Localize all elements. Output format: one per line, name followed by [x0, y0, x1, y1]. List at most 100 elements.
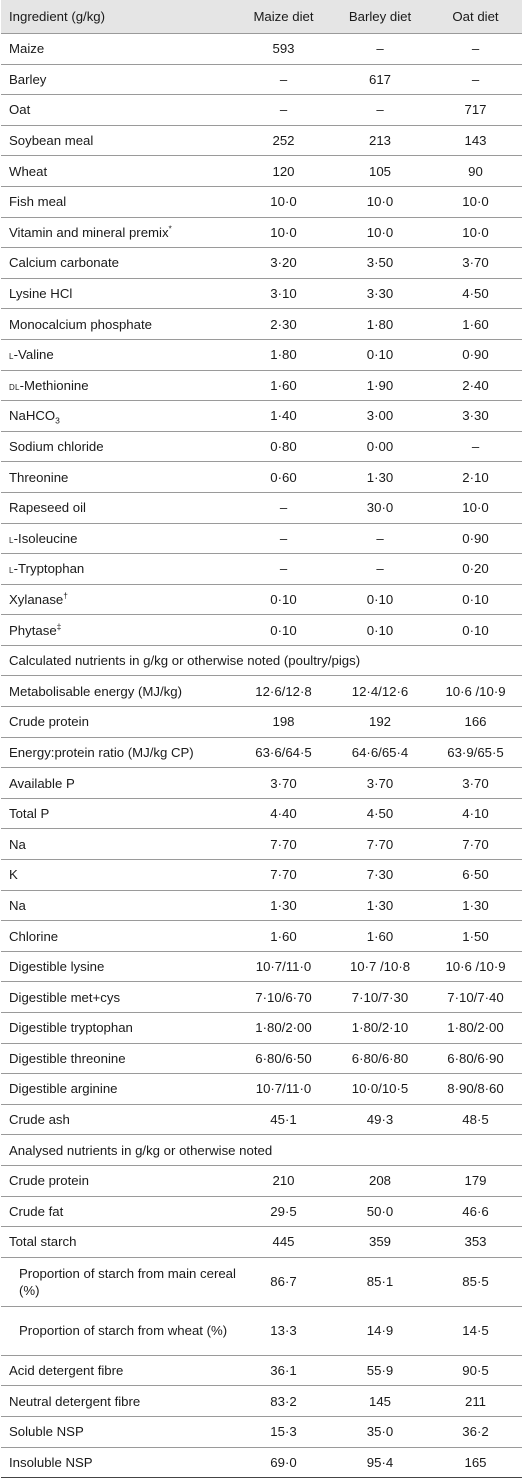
label-text: Digestible met+cys — [9, 989, 121, 1005]
table-row: Insoluble NSP 69·0 95·4 165 — [1, 1447, 522, 1478]
oat-value: 63·9/65·5 — [447, 744, 504, 760]
isomer-prefix: l — [9, 533, 14, 546]
label-text: Threonine — [9, 469, 69, 485]
label-text: Crude ash — [9, 1112, 70, 1128]
maize-value: – — [279, 71, 288, 87]
header-ingredient: Ingredient (g/kg) — [9, 9, 106, 24]
maize-value: 29·5 — [270, 1203, 297, 1219]
table-row: Soybean meal 252 213 143 — [1, 125, 522, 156]
maize-value: 1·80/2·00 — [255, 1020, 312, 1036]
table-row: Energy:protein ratio (MJ/kg CP) 63·6/64·5… — [1, 737, 522, 768]
barley-value: 359 — [368, 1234, 391, 1250]
barley-value: 64·6/65·4 — [351, 744, 409, 760]
row-label: Lysine HCl — [1, 278, 236, 309]
maize-value: 210 — [272, 1173, 295, 1189]
table-row: Wheat 120 105 90 — [1, 155, 522, 187]
header-barley-diet: Barley diet — [348, 9, 412, 24]
barley-value: 3·30 — [366, 286, 394, 302]
table-row: K 7·70 7·30 6·50 — [1, 859, 522, 891]
maize-value: 1·80 — [270, 347, 297, 363]
row-label: Proportion of starch from wheat (%) — [1, 1306, 236, 1355]
maize-value: 3·10 — [270, 286, 297, 302]
row-label: Proportion of starch from main cereal (%… — [1, 1257, 236, 1306]
maize-value: 10·7/11·0 — [255, 1081, 312, 1097]
row-label: Soybean meal — [1, 125, 236, 156]
label-text: Crude fat — [9, 1203, 64, 1219]
row-label: Digestible arginine — [1, 1074, 236, 1105]
row-label: K — [1, 860, 236, 891]
row-label: Digestible lysine — [1, 951, 236, 982]
table-row: Threonine 0·60 1·30 2·10 — [1, 461, 522, 493]
label-text: Soybean meal — [9, 133, 94, 149]
oat-value: 90·5 — [462, 1363, 489, 1379]
oat-value: 48·5 — [462, 1112, 489, 1128]
oat-value: 2·40 — [462, 377, 489, 393]
barley-value: – — [376, 561, 384, 577]
table-row: Vitamin and mineral premix* 10·0 10·0 10·0 — [1, 217, 522, 248]
barley-value: 7·30 — [366, 867, 394, 883]
oat-value: 7·70 — [462, 836, 489, 852]
barley-value: 7·10/7·30 — [351, 989, 409, 1005]
oat-value: 179 — [464, 1173, 487, 1189]
oat-value: – — [471, 41, 480, 57]
oat-value: 10·6 /10·9 — [445, 959, 506, 975]
maize-value: 198 — [272, 714, 295, 730]
section-title: Calculated nutrients in g/kg or otherwis… — [9, 653, 361, 669]
barley-value: 6·80/6·80 — [351, 1050, 409, 1066]
barley-value: 50·0 — [366, 1203, 394, 1219]
barley-value: 3·50 — [366, 255, 394, 271]
oat-value: 4·50 — [462, 286, 489, 302]
oat-value: 3·70 — [462, 255, 489, 271]
row-label: Energy:protein ratio (MJ/kg CP) — [1, 737, 236, 768]
label-text: -Methionine — [19, 377, 89, 393]
row-label: Total P — [1, 798, 236, 829]
footnote-marker: ‡ — [56, 621, 62, 632]
row-label: Rapeseed oil — [1, 492, 236, 523]
oat-value: 0·10 — [462, 591, 489, 607]
maize-value: 69·0 — [270, 1454, 297, 1470]
oat-value: 6·80/6·90 — [447, 1050, 504, 1066]
maize-value: 7·10/6·70 — [255, 989, 312, 1005]
row-label: Digestible threonine — [1, 1043, 236, 1074]
table-row: Digestible arginine 10·7/11·0 10·0/10·5 8·9… — [1, 1073, 522, 1105]
table-row: Xylanase† 0·10 0·10 0·10 — [1, 584, 522, 615]
barley-value: 213 — [368, 133, 391, 149]
maize-value: 10·7/11·0 — [255, 959, 312, 975]
maize-value: 0·10 — [270, 622, 297, 638]
oat-value: 14·5 — [462, 1323, 489, 1339]
row-label: Na — [1, 829, 236, 860]
row-label: Insoluble NSP — [1, 1447, 236, 1478]
barley-value: 1·80/2·10 — [351, 1020, 409, 1036]
table-row: Soluble NSP 15·3 35·0 36·2 — [1, 1416, 522, 1447]
barley-value: – — [376, 530, 384, 546]
oat-value: 166 — [464, 714, 487, 730]
table-row: Digestible tryptophan 1·80/2·00 1·80/2·10 1… — [1, 1012, 522, 1044]
row-label: Maize — [1, 34, 236, 65]
row-label: l-Isoleucine — [1, 523, 236, 554]
barley-value: 85·1 — [366, 1274, 394, 1290]
table-row: Crude ash 45·1 49·3 48·5 — [1, 1104, 522, 1135]
row-label: Na — [1, 890, 236, 921]
label-text: Total starch — [9, 1234, 77, 1250]
oat-value: 3·70 — [462, 775, 489, 791]
label-text: Rapeseed oil — [9, 500, 86, 516]
barley-value: 10·0 — [366, 194, 394, 210]
barley-value: – — [376, 41, 384, 57]
row-label: Digestible met+cys — [1, 982, 236, 1013]
barley-value: 35·0 — [366, 1424, 394, 1440]
label-text: K — [9, 867, 18, 883]
maize-value: 3·20 — [270, 255, 297, 271]
subscript: 3 — [55, 416, 60, 427]
label-text: Proportion of starch from wheat (%) — [19, 1323, 228, 1339]
label-text: Fish meal — [9, 194, 67, 210]
oat-value: 10·0 — [462, 194, 489, 210]
maize-value: 0·60 — [270, 469, 297, 485]
maize-value: 1·40 — [270, 408, 297, 424]
row-label: Metabolisable energy (MJ/kg) — [1, 676, 236, 707]
label-text: Proportion of starch from main cereal (%… — [19, 1265, 236, 1298]
oat-value: – — [471, 439, 480, 455]
maize-value: 6·80/6·50 — [255, 1050, 312, 1066]
label-text: Sodium chloride — [9, 439, 104, 455]
barley-value: 617 — [368, 71, 391, 87]
maize-value: 1·30 — [270, 897, 297, 913]
